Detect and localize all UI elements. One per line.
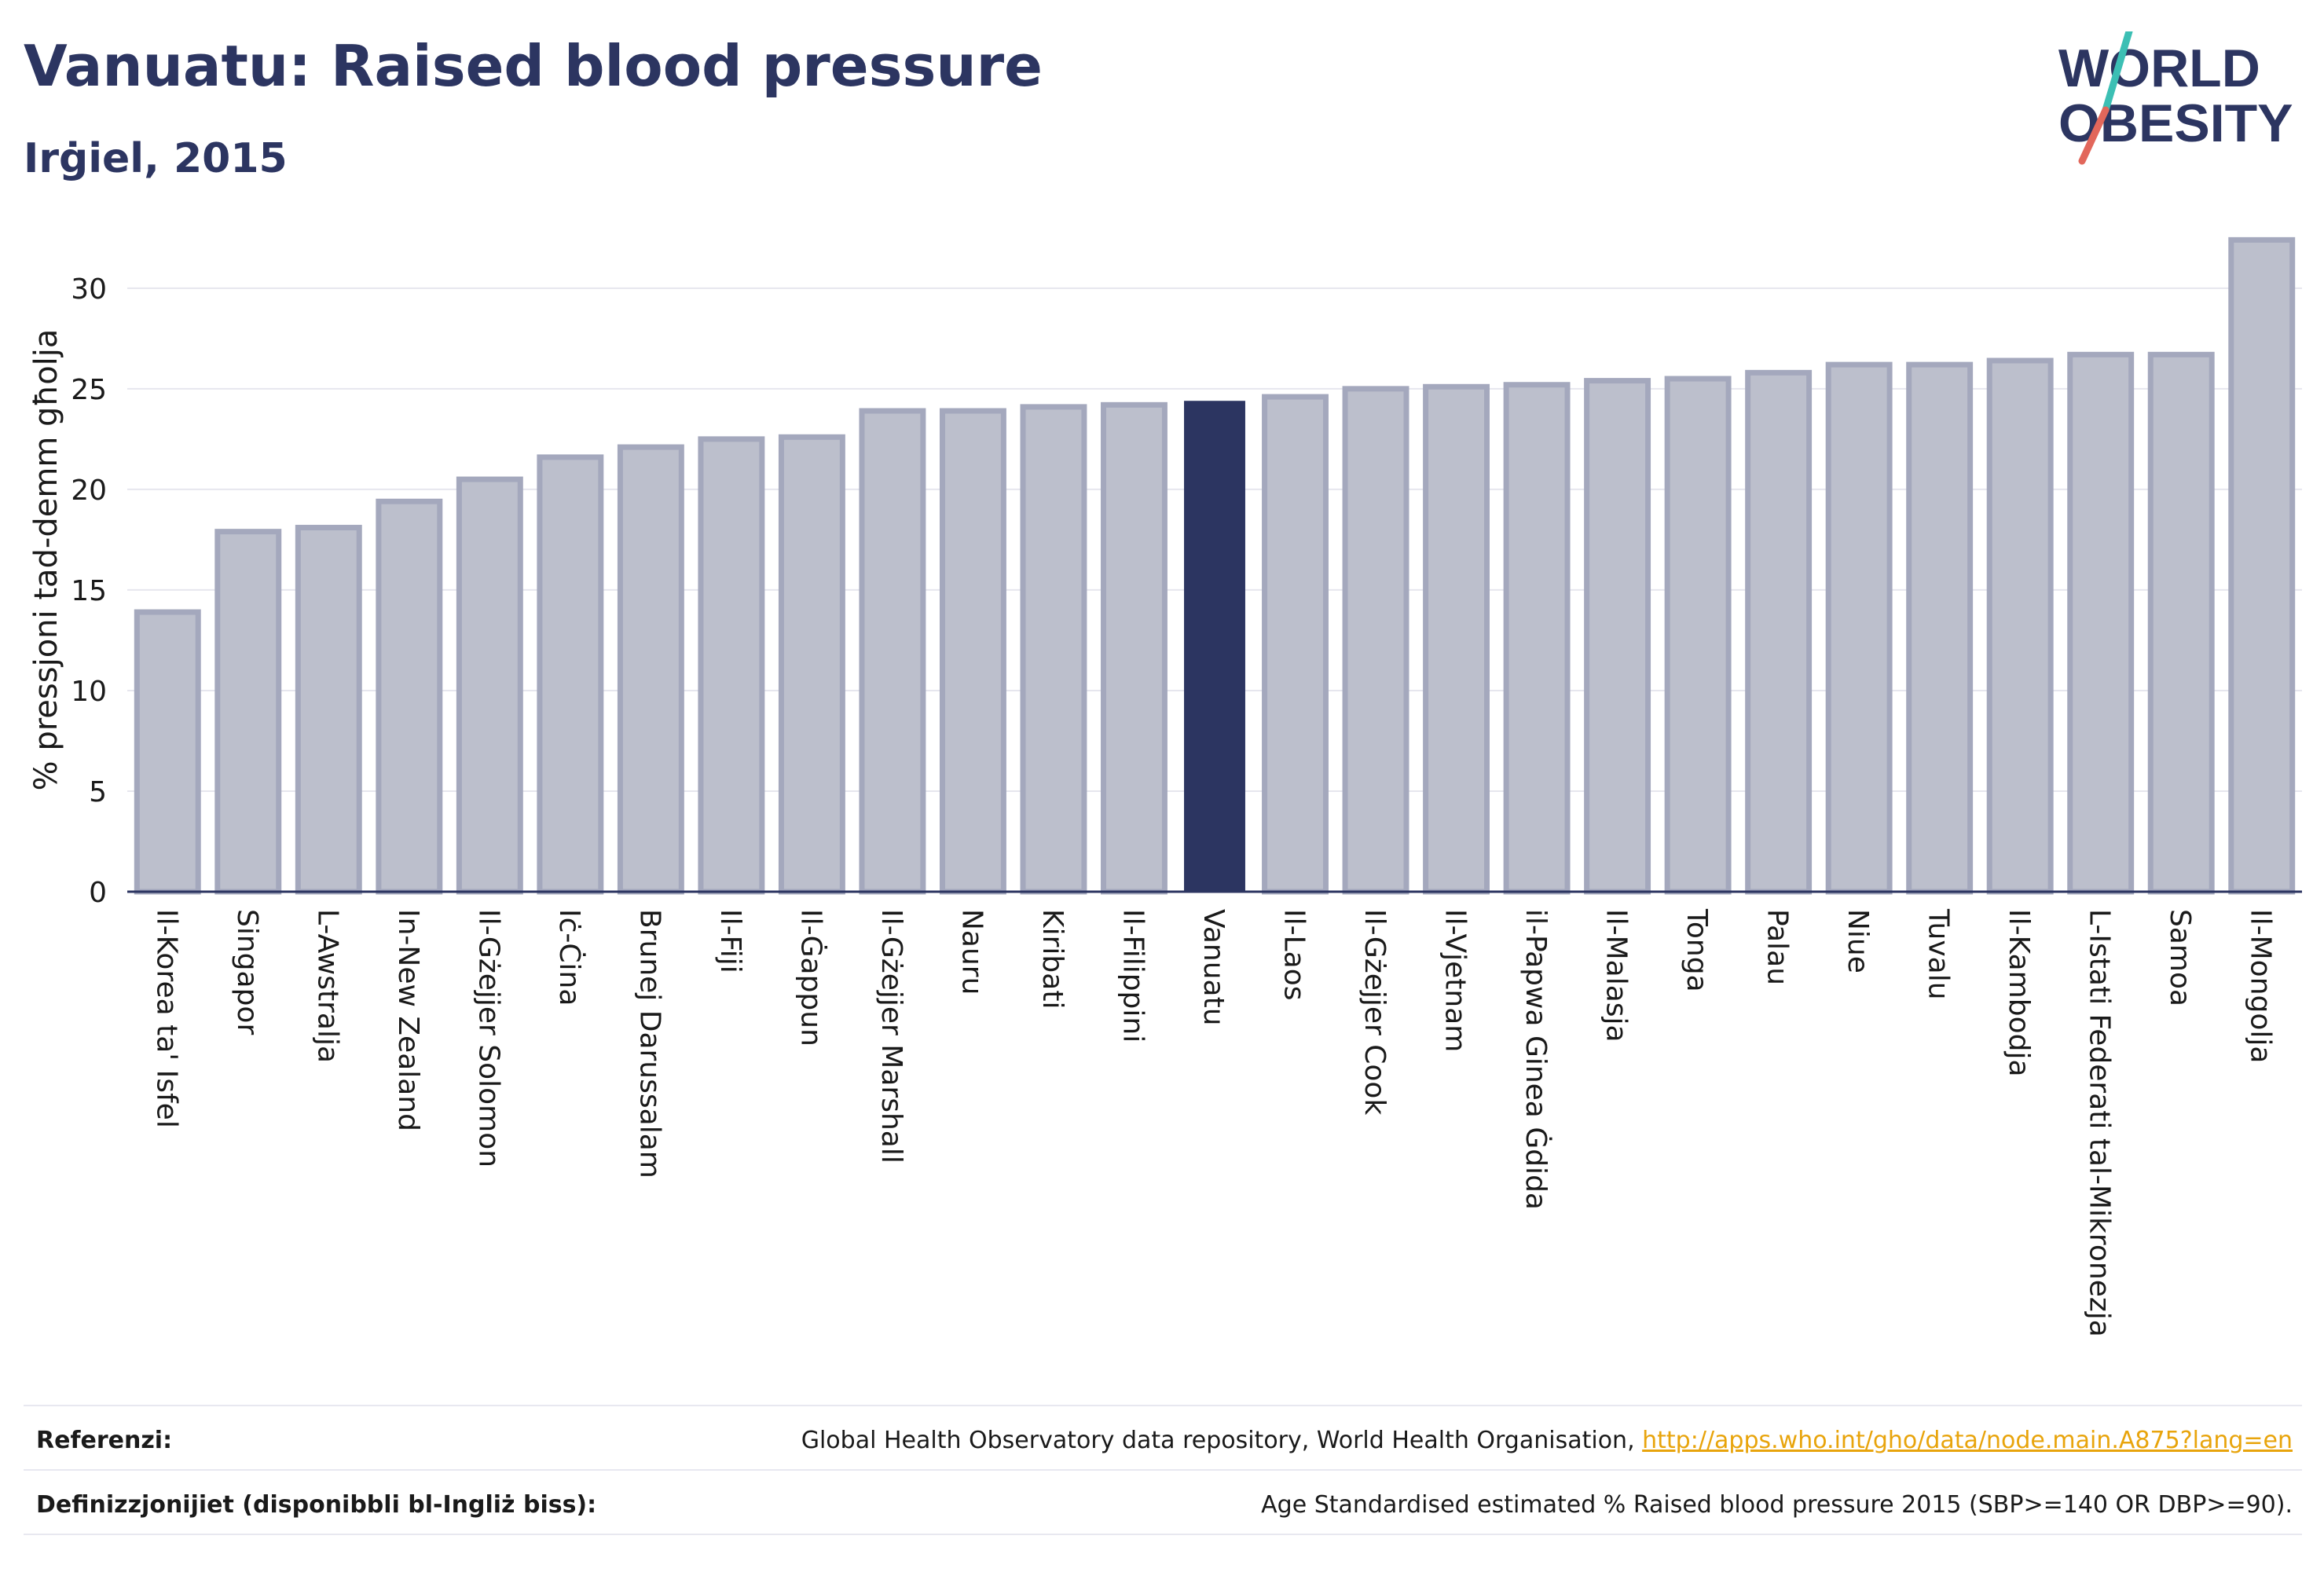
- x-tick-label: Palau: [1761, 909, 1794, 985]
- bar: [617, 444, 684, 895]
- bar: [1745, 369, 1813, 895]
- x-tick-label: L-Istati Federati tal-Mikronezja: [2084, 909, 2116, 1337]
- x-tick-label: Il-Filippini: [1116, 909, 1149, 1043]
- bar: [778, 434, 845, 895]
- bar: [2147, 351, 2215, 895]
- x-tick-label: Brunej Darussalam: [633, 909, 665, 1178]
- y-tick-label: 10: [71, 676, 107, 708]
- y-tick-label: 30: [71, 273, 107, 306]
- bar: [134, 609, 201, 895]
- x-tick-label: Vanuatu: [1197, 909, 1230, 1026]
- y-tick-label: 15: [71, 575, 107, 607]
- definitions-value: Age Standardised estimated % Raised bloo…: [1261, 1491, 2293, 1519]
- x-tick-label: Samoa: [2164, 909, 2196, 1006]
- logo-slash-teal: [2102, 31, 2133, 114]
- bar: [456, 476, 523, 895]
- world-obesity-logo: WORLD OBESITY: [2058, 31, 2293, 165]
- x-tick-label: il-Papwa Ginea Ġdida: [1519, 909, 1552, 1210]
- references-label: Referenzi:: [36, 1427, 173, 1454]
- bar: [698, 436, 765, 895]
- bar: [1664, 376, 1732, 895]
- x-tick-label: Il-Ġappun: [794, 909, 827, 1046]
- logo-line-1: WORLD: [2058, 38, 2260, 98]
- footer-divider-top: [24, 1405, 2302, 1406]
- y-tick-label: 5: [89, 776, 107, 808]
- bar: [1020, 404, 1087, 895]
- bar: [1423, 383, 1490, 895]
- bar: [1825, 361, 1893, 895]
- bar: [295, 525, 362, 895]
- logo-slash-coral: [2078, 106, 2110, 165]
- references-link[interactable]: http://apps.who.int/gho/data/node.main.A…: [1642, 1427, 2293, 1454]
- references-value: Global Health Observatory data repositor…: [801, 1427, 2293, 1454]
- y-tick-label: 25: [71, 374, 107, 406]
- x-tick-label: Il-Laos: [1278, 909, 1310, 1001]
- page-title: Vanuatu: Raised blood pressure: [24, 33, 1043, 99]
- bar: [1101, 401, 1167, 895]
- bar: [1906, 361, 1974, 895]
- x-tick-label: Il-Fiji: [714, 909, 746, 973]
- x-tick-label: Nauru: [955, 909, 988, 995]
- bar: [2228, 236, 2296, 895]
- y-tick-label: 0: [89, 877, 107, 909]
- x-tick-label: Il-Malasja: [1600, 909, 1633, 1043]
- definitions-label: Definizzjonijiet (disponibbli bl-Ingliż …: [36, 1491, 597, 1519]
- bar-highlight: [1184, 401, 1245, 892]
- footer-divider-middle: [24, 1469, 2302, 1471]
- x-tick-label: In-New Zealand: [392, 909, 424, 1131]
- x-tick-label: Tuvalu: [1923, 908, 1955, 1000]
- bar: [376, 498, 443, 895]
- x-tick-label: Il-Gżejjer Solomon: [472, 909, 504, 1167]
- x-tick-label: Il-Mongolja: [2245, 909, 2277, 1063]
- references-text: Global Health Observatory data repositor…: [801, 1427, 1643, 1454]
- bar: [1262, 394, 1329, 895]
- bar: [1503, 382, 1571, 895]
- bar: [939, 408, 1006, 895]
- bar: [1986, 357, 2054, 895]
- footer-divider-bottom: [24, 1534, 2302, 1535]
- x-tick-label: Il-Kambodja: [2003, 909, 2035, 1077]
- bar: [2067, 351, 2135, 895]
- x-tick-label: Il-Gżejjer Cook: [1358, 909, 1391, 1115]
- bar: [214, 529, 282, 895]
- x-tick-label: Il-Gżejjer Marshall: [875, 909, 907, 1164]
- bar: [1584, 378, 1651, 895]
- bar-chart: 0 5 10 15 20 25 30% pressjoni tad-demm għolja I…: [28, 236, 2302, 1337]
- x-tick-label: Il-Vjetnam: [1439, 909, 1472, 1052]
- x-tick-label: Kiribati: [1036, 909, 1069, 1009]
- x-tick-label: Iċ-Ċina: [553, 909, 586, 1006]
- bar: [537, 454, 604, 895]
- x-tick-label: Tonga: [1681, 908, 1713, 992]
- x-tick-label: L-Awstralja: [311, 909, 343, 1063]
- y-tick-label: 20: [71, 475, 107, 507]
- bar: [1342, 386, 1409, 895]
- page-subtitle: Irġiel, 2015: [24, 135, 288, 182]
- x-tick-label: Singapor: [231, 909, 263, 1035]
- bar: [859, 408, 926, 895]
- y-axis-label: % pressjoni tad-demm għolja: [28, 329, 64, 791]
- x-tick-label: Il-Korea ta' Isfel: [150, 909, 182, 1128]
- x-tick-label: Niue: [1842, 909, 1874, 973]
